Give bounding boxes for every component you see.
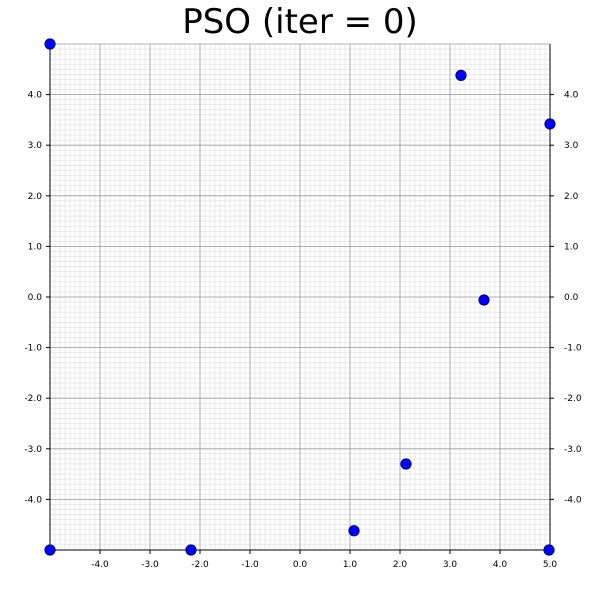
- y-tick-label-left: -4.0: [24, 495, 42, 505]
- y-tick-label-right: 2.0: [564, 192, 579, 202]
- major-grid: [49, 43, 551, 551]
- x-tick-label: -1.0: [241, 560, 259, 570]
- data-points: [44, 38, 556, 556]
- x-tick-label: -4.0: [91, 560, 109, 570]
- y-tick-label-left: -3.0: [24, 445, 42, 455]
- y-tick-label-right: -3.0: [564, 445, 582, 455]
- particle-point: [544, 118, 556, 130]
- x-tick-label: 1.0: [343, 560, 358, 570]
- particle-point: [400, 458, 412, 470]
- particle-point: [455, 69, 467, 81]
- y-tick-label-right: -2.0: [564, 394, 582, 404]
- y-tick-label-left: -1.0: [24, 344, 42, 354]
- particle-point: [348, 525, 360, 537]
- x-tick-label: -2.0: [191, 560, 209, 570]
- particle-point: [185, 544, 197, 556]
- y-tick-label-right: -4.0: [564, 495, 582, 505]
- x-tick-label: 0.0: [293, 560, 308, 570]
- x-tick-label: 4.0: [493, 560, 508, 570]
- x-tick-label: 5.0: [543, 560, 558, 570]
- y-tick-label-right: -1.0: [564, 344, 582, 354]
- y-tick-label-right: 0.0: [564, 293, 579, 303]
- y-tick-label-left: 3.0: [28, 141, 43, 151]
- y-tick-label-right: 3.0: [564, 141, 579, 151]
- tick-labels: -4.0 -3.0 -2.0 -1.0 0.0 1.0 2.0 3.0 4.0 5.0 4.0 4.0…: [24, 91, 581, 570]
- particle-point: [44, 544, 56, 556]
- x-tick-label: 2.0: [393, 560, 408, 570]
- particle-point: [44, 38, 56, 50]
- y-tick-label-left: 2.0: [28, 192, 43, 202]
- x-tick-label: 3.0: [443, 560, 458, 570]
- particle-point: [478, 294, 490, 306]
- y-tick-label-left: 4.0: [28, 91, 43, 101]
- x-tick-label: -3.0: [141, 560, 159, 570]
- y-tick-label-left: -2.0: [24, 394, 42, 404]
- particle-point: [543, 544, 555, 556]
- y-tick-label-right: 1.0: [564, 242, 579, 252]
- chart-title: PSO (iter = 0): [182, 2, 418, 42]
- y-tick-label-right: 4.0: [564, 91, 579, 101]
- y-tick-label-left: 0.0: [28, 293, 43, 303]
- y-tick-label-left: 1.0: [28, 242, 43, 252]
